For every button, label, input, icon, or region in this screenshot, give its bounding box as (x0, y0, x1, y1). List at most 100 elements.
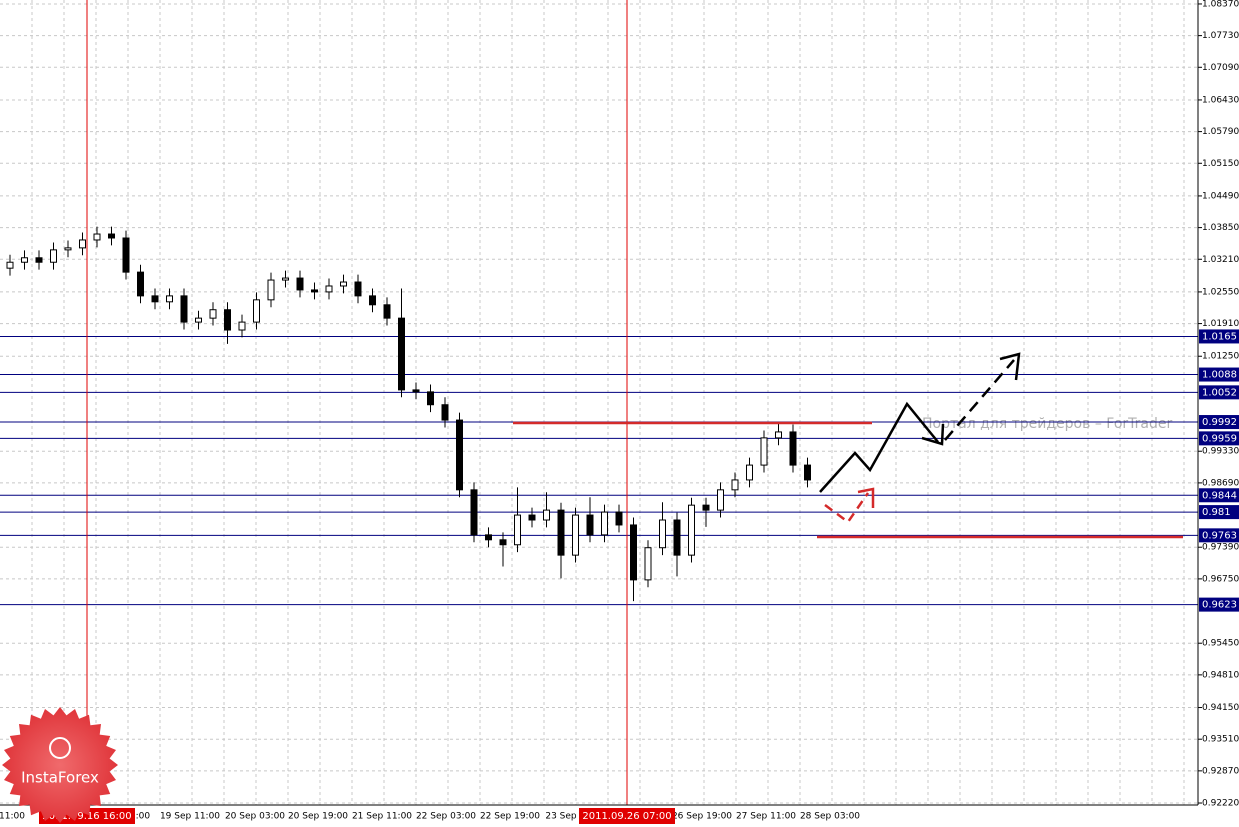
level-label: 0.981 (1202, 507, 1231, 518)
candle-body (557, 509, 565, 556)
x-tick-label: 28 Sep 03:00 (800, 812, 860, 822)
candle-body (166, 295, 173, 303)
logo-badge (2, 707, 118, 823)
x-tick-label: 20 Sep 19:00 (288, 812, 348, 822)
y-tick-label: 1.07730 (1202, 31, 1239, 41)
level-label: 0.9844 (1202, 490, 1237, 501)
candle-body (514, 514, 521, 546)
candle-body (760, 437, 768, 466)
y-tick-label: 0.92870 (1202, 766, 1239, 776)
candle-body (383, 304, 391, 319)
x-tick-label: 19 Sep 11:00 (160, 812, 220, 822)
candle-body (35, 257, 43, 263)
candle-body (775, 431, 782, 439)
candle-body (688, 504, 695, 556)
marker-label: 2011.09.26 07:00 (582, 811, 671, 822)
candle-body (93, 233, 101, 241)
y-tick-label: 1.08370 (1202, 0, 1239, 9)
candle-body (702, 504, 710, 511)
y-tick-label: 1.06430 (1202, 95, 1239, 105)
candle-body (354, 281, 362, 297)
level-label-box (1199, 385, 1239, 400)
x-tick-label: 21 Sep 11:00 (352, 812, 412, 822)
y-tick-label: 1.05150 (1202, 159, 1239, 169)
arrow-head (921, 423, 945, 446)
level-label-box (1199, 505, 1239, 520)
candle-body (601, 511, 608, 536)
level-label-box (1199, 597, 1239, 612)
y-tick-label: 1.02550 (1202, 287, 1239, 297)
y-tick-label: 0.94150 (1202, 703, 1239, 713)
candle-body (615, 511, 623, 526)
level-label: 0.9623 (1202, 600, 1237, 611)
candle-body (499, 539, 507, 546)
candle-body (731, 479, 739, 491)
x-tick-label: 22 Sep 03:00 (416, 812, 476, 822)
x-tick-label: 27 Sep 11:00 (736, 812, 796, 822)
candle-body (64, 247, 72, 251)
candle-body (470, 489, 478, 536)
level-label: 0.9763 (1202, 530, 1237, 541)
candle-body (6, 261, 14, 269)
marker-label: 2011.09.16 16:00 (42, 811, 131, 822)
candle-body (340, 281, 347, 287)
candle-body (659, 519, 666, 549)
candle-body (369, 295, 376, 306)
logo-icon (49, 737, 71, 759)
candle-body (398, 317, 405, 391)
marker-label-box (579, 808, 675, 824)
x-tick-label: 9:00 (130, 812, 150, 822)
forecast-path (819, 401, 939, 493)
y-tick-label: 0.98690 (1202, 478, 1239, 488)
candle-body (441, 404, 449, 421)
y-tick-label: 1.04490 (1202, 191, 1239, 201)
y-tick-label: 0.97390 (1202, 543, 1239, 553)
y-tick-label: 1.01250 (1202, 352, 1239, 362)
y-tick-label: 0.96750 (1202, 574, 1239, 584)
y-tick-label: 0.95450 (1202, 639, 1239, 649)
candle-body (79, 239, 86, 249)
level-label: 1.0088 (1202, 370, 1237, 381)
y-tick-label: 0.99330 (1202, 447, 1239, 457)
level-label-box (1199, 488, 1239, 503)
candle-body (427, 391, 434, 406)
candle-body (456, 419, 463, 491)
watermark: Портал для трейдеров – ForTrader (922, 416, 1172, 432)
candle-body (122, 237, 130, 273)
candle-body (282, 277, 289, 281)
logo-text: InstaForex (21, 769, 99, 787)
candle-body (804, 464, 811, 481)
candle-body (224, 309, 231, 331)
y-tick-label: 1.05790 (1202, 127, 1239, 137)
y-tick-label: 1.07090 (1202, 63, 1239, 73)
candle-body (325, 285, 333, 293)
y-tick-label: 1.03210 (1202, 255, 1239, 265)
candle-body (644, 547, 652, 581)
x-tick-label: 26 Sep 19:00 (672, 812, 732, 822)
x-tick-label: 11:00 (0, 812, 25, 822)
candle-body (21, 257, 28, 263)
level-label: 0.9959 (1202, 433, 1237, 444)
candle-body (586, 514, 594, 536)
level-label: 0.9992 (1202, 417, 1237, 428)
candle-body (673, 519, 681, 556)
logo: InstaForex (2, 707, 118, 823)
y-tick-label: 1.01910 (1202, 319, 1239, 329)
candle-body (238, 321, 246, 331)
candle-body (485, 534, 492, 541)
candle-body (180, 295, 188, 323)
candle-body (253, 299, 260, 323)
y-tick-label: 0.92220 (1202, 799, 1239, 809)
y-tick-label: 0.93510 (1202, 735, 1239, 745)
candle-body (209, 309, 217, 319)
candle-body (746, 464, 753, 481)
x-tick-label: 22 Sep 19:00 (480, 812, 540, 822)
candle-body (195, 317, 202, 323)
level-label-box (1199, 329, 1239, 344)
alt-path (824, 492, 870, 524)
level-label-box (1199, 528, 1239, 543)
candle-body (789, 431, 797, 466)
level-label-box (1199, 431, 1239, 446)
